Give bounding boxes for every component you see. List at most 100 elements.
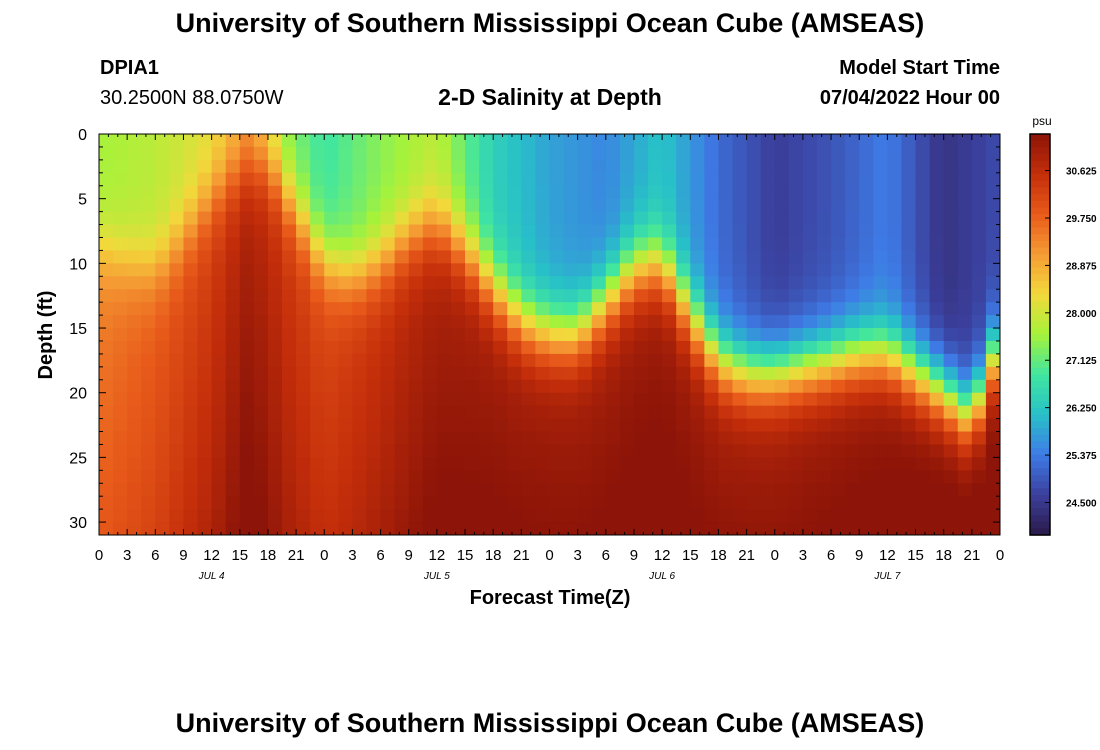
colorbar-segment (1030, 367, 1050, 376)
heatmap-cell (282, 211, 297, 226)
heatmap-cell (183, 146, 199, 161)
heatmap-cell (901, 522, 917, 535)
heatmap-cell (633, 134, 649, 148)
heatmap-cell (563, 522, 579, 535)
heatmap-cell (225, 134, 241, 148)
colorbar-segment (1030, 301, 1050, 309)
heatmap-cell (859, 431, 874, 446)
heatmap-cell (577, 483, 593, 497)
heatmap-cell (408, 146, 424, 161)
heatmap-cell (704, 392, 720, 407)
heatmap-cell (127, 522, 142, 535)
heatmap-cell (324, 224, 339, 239)
heatmap-cell (267, 159, 283, 174)
heatmap-cell (507, 198, 522, 213)
heatmap-cell (380, 198, 396, 213)
heatmap-cell (774, 237, 790, 252)
heatmap-cell (380, 172, 396, 187)
heatmap-cell (619, 496, 635, 510)
heatmap-cell (732, 418, 748, 433)
heatmap-cell (450, 237, 466, 252)
heatmap-cell (225, 418, 241, 433)
heatmap-cell (282, 146, 297, 161)
heatmap-cell (746, 302, 762, 316)
heatmap-cell (577, 509, 593, 523)
heatmap-cell (563, 418, 579, 433)
heatmap-cell (718, 289, 734, 303)
heatmap-cell (211, 470, 227, 484)
heatmap-cell (901, 172, 917, 187)
heatmap-cell (113, 315, 128, 329)
heatmap-cell (802, 289, 818, 303)
heatmap-cell (718, 509, 734, 523)
heatmap-cell (873, 392, 888, 407)
heatmap-cell (197, 224, 213, 239)
heatmap-cell (99, 276, 114, 290)
colorbar-segment (1030, 207, 1050, 215)
heatmap-cell (633, 366, 649, 381)
heatmap-cell (831, 379, 846, 394)
heatmap-cell (690, 198, 705, 213)
heatmap-cell (338, 353, 354, 368)
heatmap-cell (929, 211, 945, 226)
heatmap-cell (267, 315, 283, 329)
heatmap-cell (197, 392, 213, 407)
heatmap-cell (239, 509, 255, 523)
heatmap-cell (718, 198, 734, 213)
heatmap-cell (113, 379, 128, 394)
heatmap-cell (718, 315, 734, 329)
heatmap-cell (901, 509, 917, 523)
heatmap-cell (99, 496, 114, 510)
heatmap-cell (436, 146, 452, 161)
heatmap-cell (591, 509, 607, 523)
heatmap-cell (802, 392, 818, 407)
heatmap-cell (338, 457, 354, 471)
heatmap-cell (450, 483, 466, 497)
heatmap-cell (788, 134, 804, 148)
heatmap-cell (718, 185, 734, 200)
heatmap-cell (859, 328, 874, 342)
heatmap-cell (901, 211, 917, 226)
heatmap-cell (591, 315, 607, 329)
heatmap-cell (465, 315, 480, 329)
heatmap-cell (845, 431, 860, 446)
heatmap-cell (619, 418, 635, 433)
heatmap-cell (746, 470, 762, 484)
heatmap-cell (633, 289, 649, 303)
heatmap-cell (493, 159, 508, 174)
heatmap-cell (873, 353, 888, 368)
heatmap-cell (169, 276, 185, 290)
heatmap-cell (113, 366, 128, 381)
heatmap-cell (732, 431, 748, 446)
heatmap-cell (535, 405, 551, 420)
colorbar-segment (1030, 334, 1050, 342)
x-tick-label: 9 (855, 547, 863, 564)
heatmap-cell (296, 366, 311, 381)
heatmap-cell (169, 509, 185, 523)
heatmap-cell (802, 237, 818, 252)
heatmap-cell (605, 146, 621, 161)
heatmap-cell (366, 263, 382, 277)
heatmap-cell (422, 444, 438, 458)
colorbar-segment (1030, 448, 1050, 456)
heatmap-cell (211, 509, 227, 523)
heatmap-cell (366, 237, 382, 252)
colorbar-tick-label: 25.375 (1066, 451, 1097, 462)
heatmap-cell (648, 496, 663, 510)
heatmap-cell (479, 237, 494, 252)
heatmap-cell (957, 185, 973, 200)
heatmap-cell (141, 224, 156, 239)
heatmap-cell (957, 276, 973, 290)
heatmap-cell (662, 263, 677, 277)
heatmap-cell (563, 263, 579, 277)
heatmap-cell (521, 315, 537, 329)
heatmap-cell (183, 405, 199, 420)
heatmap-cell (113, 211, 128, 226)
heatmap-cell (493, 315, 508, 329)
heatmap-cell (816, 211, 832, 226)
heatmap-cell (310, 250, 325, 264)
heatmap-cell (422, 379, 438, 394)
colorbar-segment (1030, 314, 1050, 322)
heatmap-cell (971, 146, 987, 161)
heatmap-cell (563, 470, 579, 484)
